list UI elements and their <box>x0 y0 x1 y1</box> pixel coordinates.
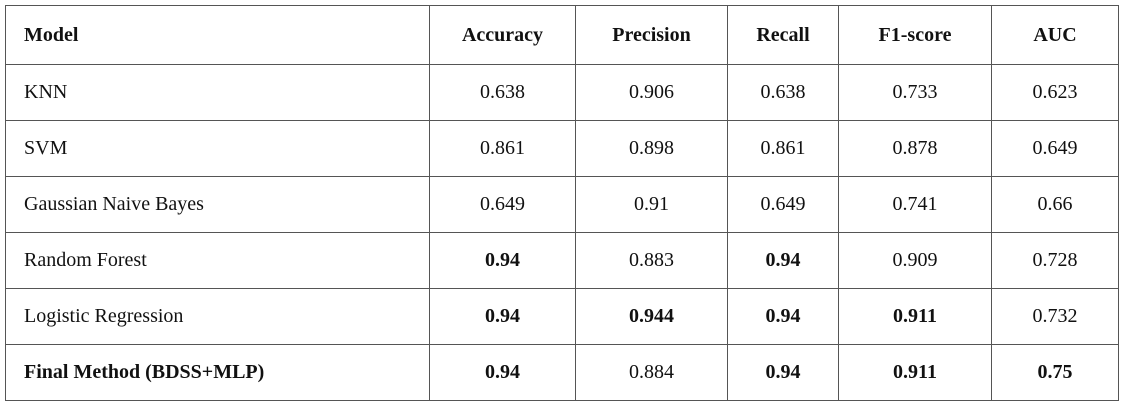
metric-cell: 0.623 <box>991 64 1119 121</box>
metric-cell: 0.94 <box>429 232 576 289</box>
metric-cell: 0.883 <box>575 232 728 289</box>
metric-cell: 0.909 <box>838 232 992 289</box>
table-row: Final Method (BDSS+MLP) 0.94 0.884 0.94 0.91… <box>5 344 1119 401</box>
metric-cell: 0.906 <box>575 64 728 121</box>
model-name: Final Method (BDSS+MLP) <box>5 344 430 401</box>
table-body: KNN 0.638 0.906 0.638 0.733 0.623 SVM 0.861 0.89… <box>5 64 1119 401</box>
model-name: SVM <box>5 120 430 177</box>
header-cell: F1-score <box>838 5 992 65</box>
table-head: Model Accuracy Precision Recall F1-score AUC <box>5 5 1119 65</box>
metric-cell: 0.94 <box>727 232 839 289</box>
model-name: Gaussian Naive Bayes <box>5 176 430 233</box>
metric-cell: 0.66 <box>991 176 1119 233</box>
model-name: Logistic Regression <box>5 288 430 345</box>
table-row: KNN 0.638 0.906 0.638 0.733 0.623 <box>5 64 1119 121</box>
results-table: Model Accuracy Precision Recall F1-score AUC … <box>5 5 1119 401</box>
metric-cell: 0.91 <box>575 176 728 233</box>
metric-cell: 0.733 <box>838 64 992 121</box>
header-cell: Accuracy <box>429 5 576 65</box>
table-row: Gaussian Naive Bayes 0.649 0.91 0.649 0.741 0… <box>5 176 1119 233</box>
model-name: KNN <box>5 64 430 121</box>
metric-cell: 0.861 <box>727 120 839 177</box>
table-row: SVM 0.861 0.898 0.861 0.878 0.649 <box>5 120 1119 177</box>
header-cell: Precision <box>575 5 728 65</box>
metric-cell: 0.94 <box>727 344 839 401</box>
metric-cell: 0.878 <box>838 120 992 177</box>
metric-cell: 0.649 <box>429 176 576 233</box>
metric-cell: 0.94 <box>429 288 576 345</box>
metric-cell: 0.638 <box>429 64 576 121</box>
metric-cell: 0.741 <box>838 176 992 233</box>
metric-cell: 0.638 <box>727 64 839 121</box>
metric-cell: 0.911 <box>838 288 992 345</box>
metric-cell: 0.649 <box>991 120 1119 177</box>
metric-cell: 0.94 <box>727 288 839 345</box>
header-cell: AUC <box>991 5 1119 65</box>
metric-cell: 0.728 <box>991 232 1119 289</box>
metric-cell: 0.649 <box>727 176 839 233</box>
table-row: Logistic Regression 0.94 0.944 0.94 0.911 0.7… <box>5 288 1119 345</box>
metric-cell: 0.94 <box>429 344 576 401</box>
metric-cell: 0.898 <box>575 120 728 177</box>
metric-cell: 0.861 <box>429 120 576 177</box>
table-row: Random Forest 0.94 0.883 0.94 0.909 0.728 <box>5 232 1119 289</box>
metric-cell: 0.75 <box>991 344 1119 401</box>
metric-cell: 0.911 <box>838 344 992 401</box>
metric-cell: 0.944 <box>575 288 728 345</box>
model-name: Random Forest <box>5 232 430 289</box>
metric-cell: 0.732 <box>991 288 1119 345</box>
header-cell: Model <box>5 5 430 65</box>
header-row: Model Accuracy Precision Recall F1-score AUC <box>5 5 1119 65</box>
metric-cell: 0.884 <box>575 344 728 401</box>
header-cell: Recall <box>727 5 839 65</box>
